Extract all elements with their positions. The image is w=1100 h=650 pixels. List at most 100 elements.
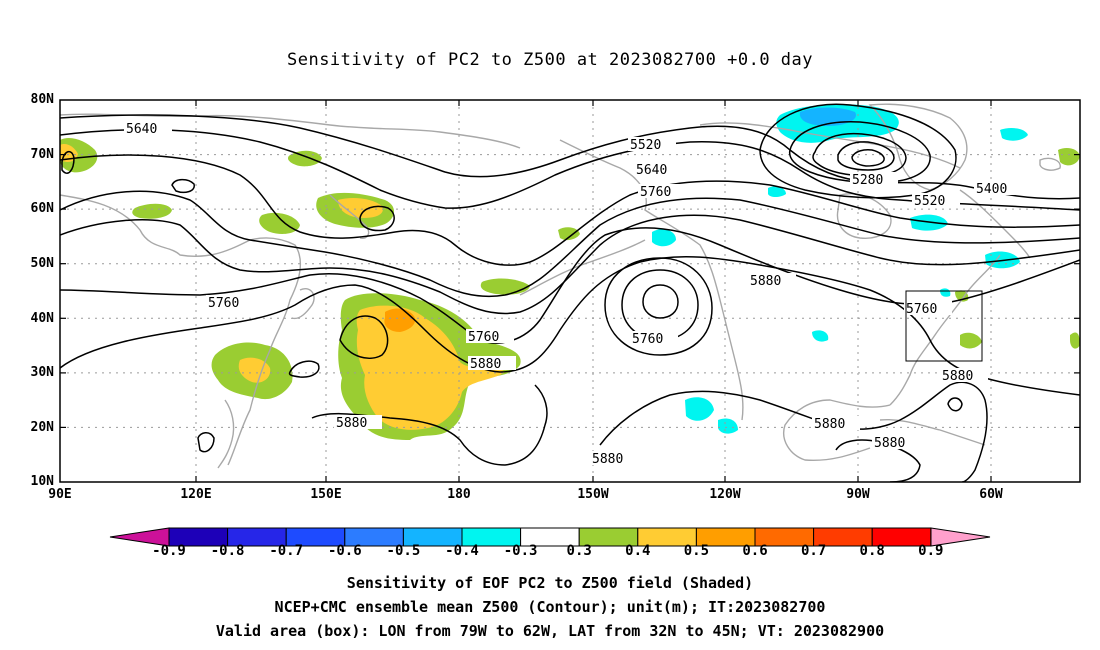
colorbar-label: 0.9 [918,543,944,559]
map-frame [59,99,1081,483]
contour-line [288,360,320,378]
colorbar-label: -0.9 [152,543,186,559]
lon-label: 150W [577,487,609,502]
lon-label: 150E [310,487,342,502]
shaded-region-yellow-central-pacific [356,305,505,430]
colorbar-swatch [871,527,932,547]
shaded-region-negative-pacific [685,397,714,421]
coastline-asia-east [60,194,302,466]
contour-line [60,154,1080,266]
valid-area-box [905,290,983,362]
contour-label: 5880 [592,452,623,467]
colorbar-label: -0.5 [386,543,421,559]
contour-line [359,205,395,232]
colorbar [109,527,991,547]
contour-line [621,269,699,341]
shaded-region-yellow-philippine-sea [238,357,271,383]
lon-label: 120W [709,487,741,502]
contour-line [812,132,907,177]
contour-line [60,114,1080,200]
contour-label: 5640 [636,163,667,178]
colorbar-label: -0.4 [445,543,479,559]
contour-label: 5640 [126,122,157,137]
contour-line [60,190,1080,298]
contour-label: 5760 [632,332,663,347]
contour-label: 5760 [468,330,499,345]
coastline-gulf-mexico [783,399,891,462]
coastline-labrador [959,189,1031,259]
colorbar-label: 0.6 [742,543,768,559]
coastline-iceland [1039,157,1061,171]
contour-label: 5760 [208,296,239,311]
contour-line [604,257,713,356]
contour-label: 5520 [914,194,945,209]
caption-line-1: Sensitivity of EOF PC2 to Z500 field (Sh… [346,574,754,592]
contour-line [851,149,885,167]
colorbar-label: 0.3 [566,543,592,559]
colorbar-label: -0.3 [503,543,538,559]
colorbar-label: -0.8 [210,543,245,559]
contour-label: 5880 [814,417,845,432]
contour-label: 5880 [336,416,367,431]
shaded-region-negative-mexico [718,418,738,434]
contour-label: 5760 [906,302,937,317]
lat-label: 60N [30,201,54,216]
contour-line [60,214,1080,315]
shaded-region-positive-okhotsk-west [259,212,300,234]
coastline-kamchatka [329,194,370,239]
coastline-asia-arctic [60,113,521,149]
lat-label: 20N [30,420,54,435]
contour-label: 5880 [874,436,905,451]
shaded-region-negative-alaska [652,229,676,247]
coastline-alaska-south [519,239,646,296]
caption-line-3: Valid area (box): LON from 79W to 62W, L… [215,622,885,640]
colorbar-label: 0.7 [800,543,827,559]
shaded-region-positive-bering [558,227,580,241]
contour-line [788,121,931,184]
coastline-us-east [889,254,1001,406]
lon-label: 90W [846,487,870,502]
shaded-region-negative-gulf-mexico [812,330,829,342]
plot-title: Sensitivity of PC2 to Z500 at 2023082700… [286,50,813,70]
coastline-caribbean [879,418,986,446]
lat-label: 30N [30,365,54,380]
colorbar-label: 0.5 [683,543,710,559]
lat-label: 70N [30,147,54,162]
shaded-region-yellow-okhotsk [338,198,383,218]
contour-label: 5520 [630,138,661,153]
coastline-greenland [868,103,968,191]
coastline-philippines [217,399,235,469]
contour-line [60,227,1080,344]
lat-label: 80N [30,92,54,107]
contour-line [837,141,895,171]
shaded-region-positive-aleutian [480,278,530,295]
coastline-canada-arctic [699,122,961,169]
shaded-region-negative-canada [768,186,786,197]
colorbar-label: -0.7 [269,543,304,559]
lon-label: 60W [979,487,1003,502]
shaded-region-positive-atlantic [1070,332,1080,349]
lat-label: 10N [30,474,54,489]
contour-label: 5880 [470,357,501,372]
contour-label: 5400 [976,182,1007,197]
coastline-alaska [559,139,744,421]
contour-label: 5880 [942,369,973,384]
contour-line [835,439,921,482]
lat-label: 50N [30,256,54,271]
contour-line [60,128,1080,211]
colorbar-label: 0.4 [625,543,651,559]
caption-line-2: NCEP+CMC ensemble mean Z500 (Contour); u… [274,598,826,616]
contour-label: 5760 [640,185,671,200]
contour-line [599,381,988,482]
contour-line [339,315,389,359]
shaded-region-positive-box [960,332,982,349]
shaded-region-positive-siberia [132,203,172,219]
shaded-region-negative-iceland [1000,127,1028,141]
contour-line [759,103,957,199]
shaded-region-negative-canada-east [940,288,951,297]
contour-line [60,255,1080,396]
coastline-japan [291,288,315,320]
colorbar-label: -0.6 [327,543,362,559]
shaded-region-positive-arctic-asia [288,150,322,167]
